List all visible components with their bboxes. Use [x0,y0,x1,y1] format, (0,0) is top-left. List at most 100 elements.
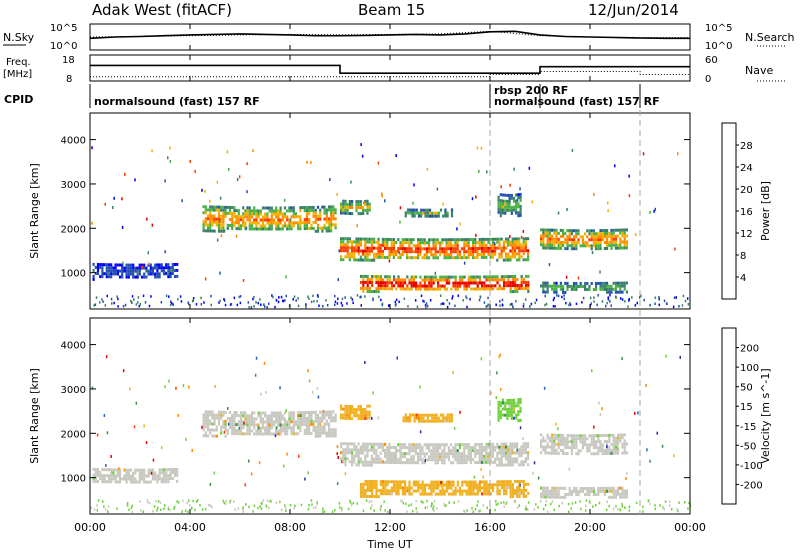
echo-cell [366,252,369,256]
echo-cell [147,468,150,472]
echo-cell [445,281,448,285]
noise-cell [148,262,150,266]
echo-cell [584,487,587,490]
echo-cell [524,240,527,244]
echo-cell [351,243,354,247]
echo-cell [456,241,459,245]
noise-cell [649,459,651,463]
echo-cell [204,413,207,417]
echo-cell [344,202,347,206]
noise-cell [531,200,534,204]
echo-cell [231,423,234,426]
noise-cell [250,472,253,476]
echo-cell [447,455,450,459]
noise-cell [124,172,126,176]
ground-scatter-cell [664,500,667,503]
echo-cell [340,258,343,262]
echo-cell [474,244,477,247]
echo-cell [568,229,571,233]
noise-cell [242,279,245,282]
echo-cell [579,487,582,490]
echo-cell [340,202,343,206]
ground-scatter-cell [284,504,286,507]
noise-cell [522,437,524,441]
echo-cell [595,440,598,444]
echo-cell [423,492,426,496]
echo-cell [220,229,223,233]
ground-scatter-cell [275,299,278,302]
echo-cell [327,425,331,429]
echo-cell [454,486,457,490]
echo-cell [209,419,212,423]
echo-cell [469,449,472,453]
echo-cell [425,247,428,251]
echo-cell [215,416,218,420]
echo-cell [445,455,448,459]
echo-cell [522,482,525,486]
echo-cell [368,258,371,262]
echo-cell [586,282,589,285]
echo-cell [242,432,245,436]
echo-cell [288,426,291,430]
ground-scatter-cell [422,501,424,504]
echo-cell [465,489,468,493]
echo-cell [505,442,508,446]
power-colorbar-tick-1: 8 [740,251,746,262]
echo-cell [516,457,519,461]
echo-cell [483,243,486,247]
echo-cell [390,452,393,455]
ground-scatter-cell [384,509,386,512]
echo-cell [286,224,289,228]
ground-scatter-cell [307,295,309,298]
echo-cell [610,243,613,247]
echo-cell [377,275,380,279]
echo-cell [555,290,558,294]
echo-cell [548,495,551,499]
echo-cell [114,480,117,484]
echo-cell [445,253,448,257]
noise-cell [336,482,339,486]
velocity-colorbar-tick-2: 50 [740,383,753,394]
echo-cell [204,434,207,438]
echo-cell [500,249,503,253]
echo-cell [316,428,320,432]
echo-cell [625,234,628,238]
ground-scatter-cell [636,301,638,305]
echo-cell [428,486,431,490]
noise-cell [105,355,108,359]
echo-cell [568,244,571,248]
echo-cell [590,238,593,242]
ground-scatter-cell [101,298,103,301]
echo-cell [125,266,128,270]
echo-cell [348,255,351,259]
echo-cell [413,208,416,212]
echo-cell [355,243,358,247]
echo-cell [465,458,468,462]
echo-cell [420,413,423,417]
ground-scatter-cell [479,509,481,512]
echo-cell [601,443,604,447]
echo-cell [621,246,624,250]
echo-cell [439,452,442,456]
echo-cell [478,244,481,247]
echo-cell [125,471,128,475]
echo-cell [288,206,291,210]
echo-cell [344,457,347,461]
ground-scatter-cell [381,302,384,305]
echo-cell [518,480,521,483]
echo-cell [555,284,558,288]
ground-scatter-cell [107,510,109,513]
ground-scatter-cell [204,507,207,511]
ground-scatter-cell [116,507,118,510]
echo-cell [566,244,569,248]
echo-cell [603,449,606,452]
echo-cell [370,454,373,458]
echo-cell [551,445,554,449]
echo-cell [412,443,415,447]
echo-cell [562,290,565,294]
echo-cell [483,287,486,291]
ground-scatter-cell [617,507,619,511]
echo-cell [281,417,284,421]
echo-cell [246,429,249,433]
echo-cell [286,227,289,231]
